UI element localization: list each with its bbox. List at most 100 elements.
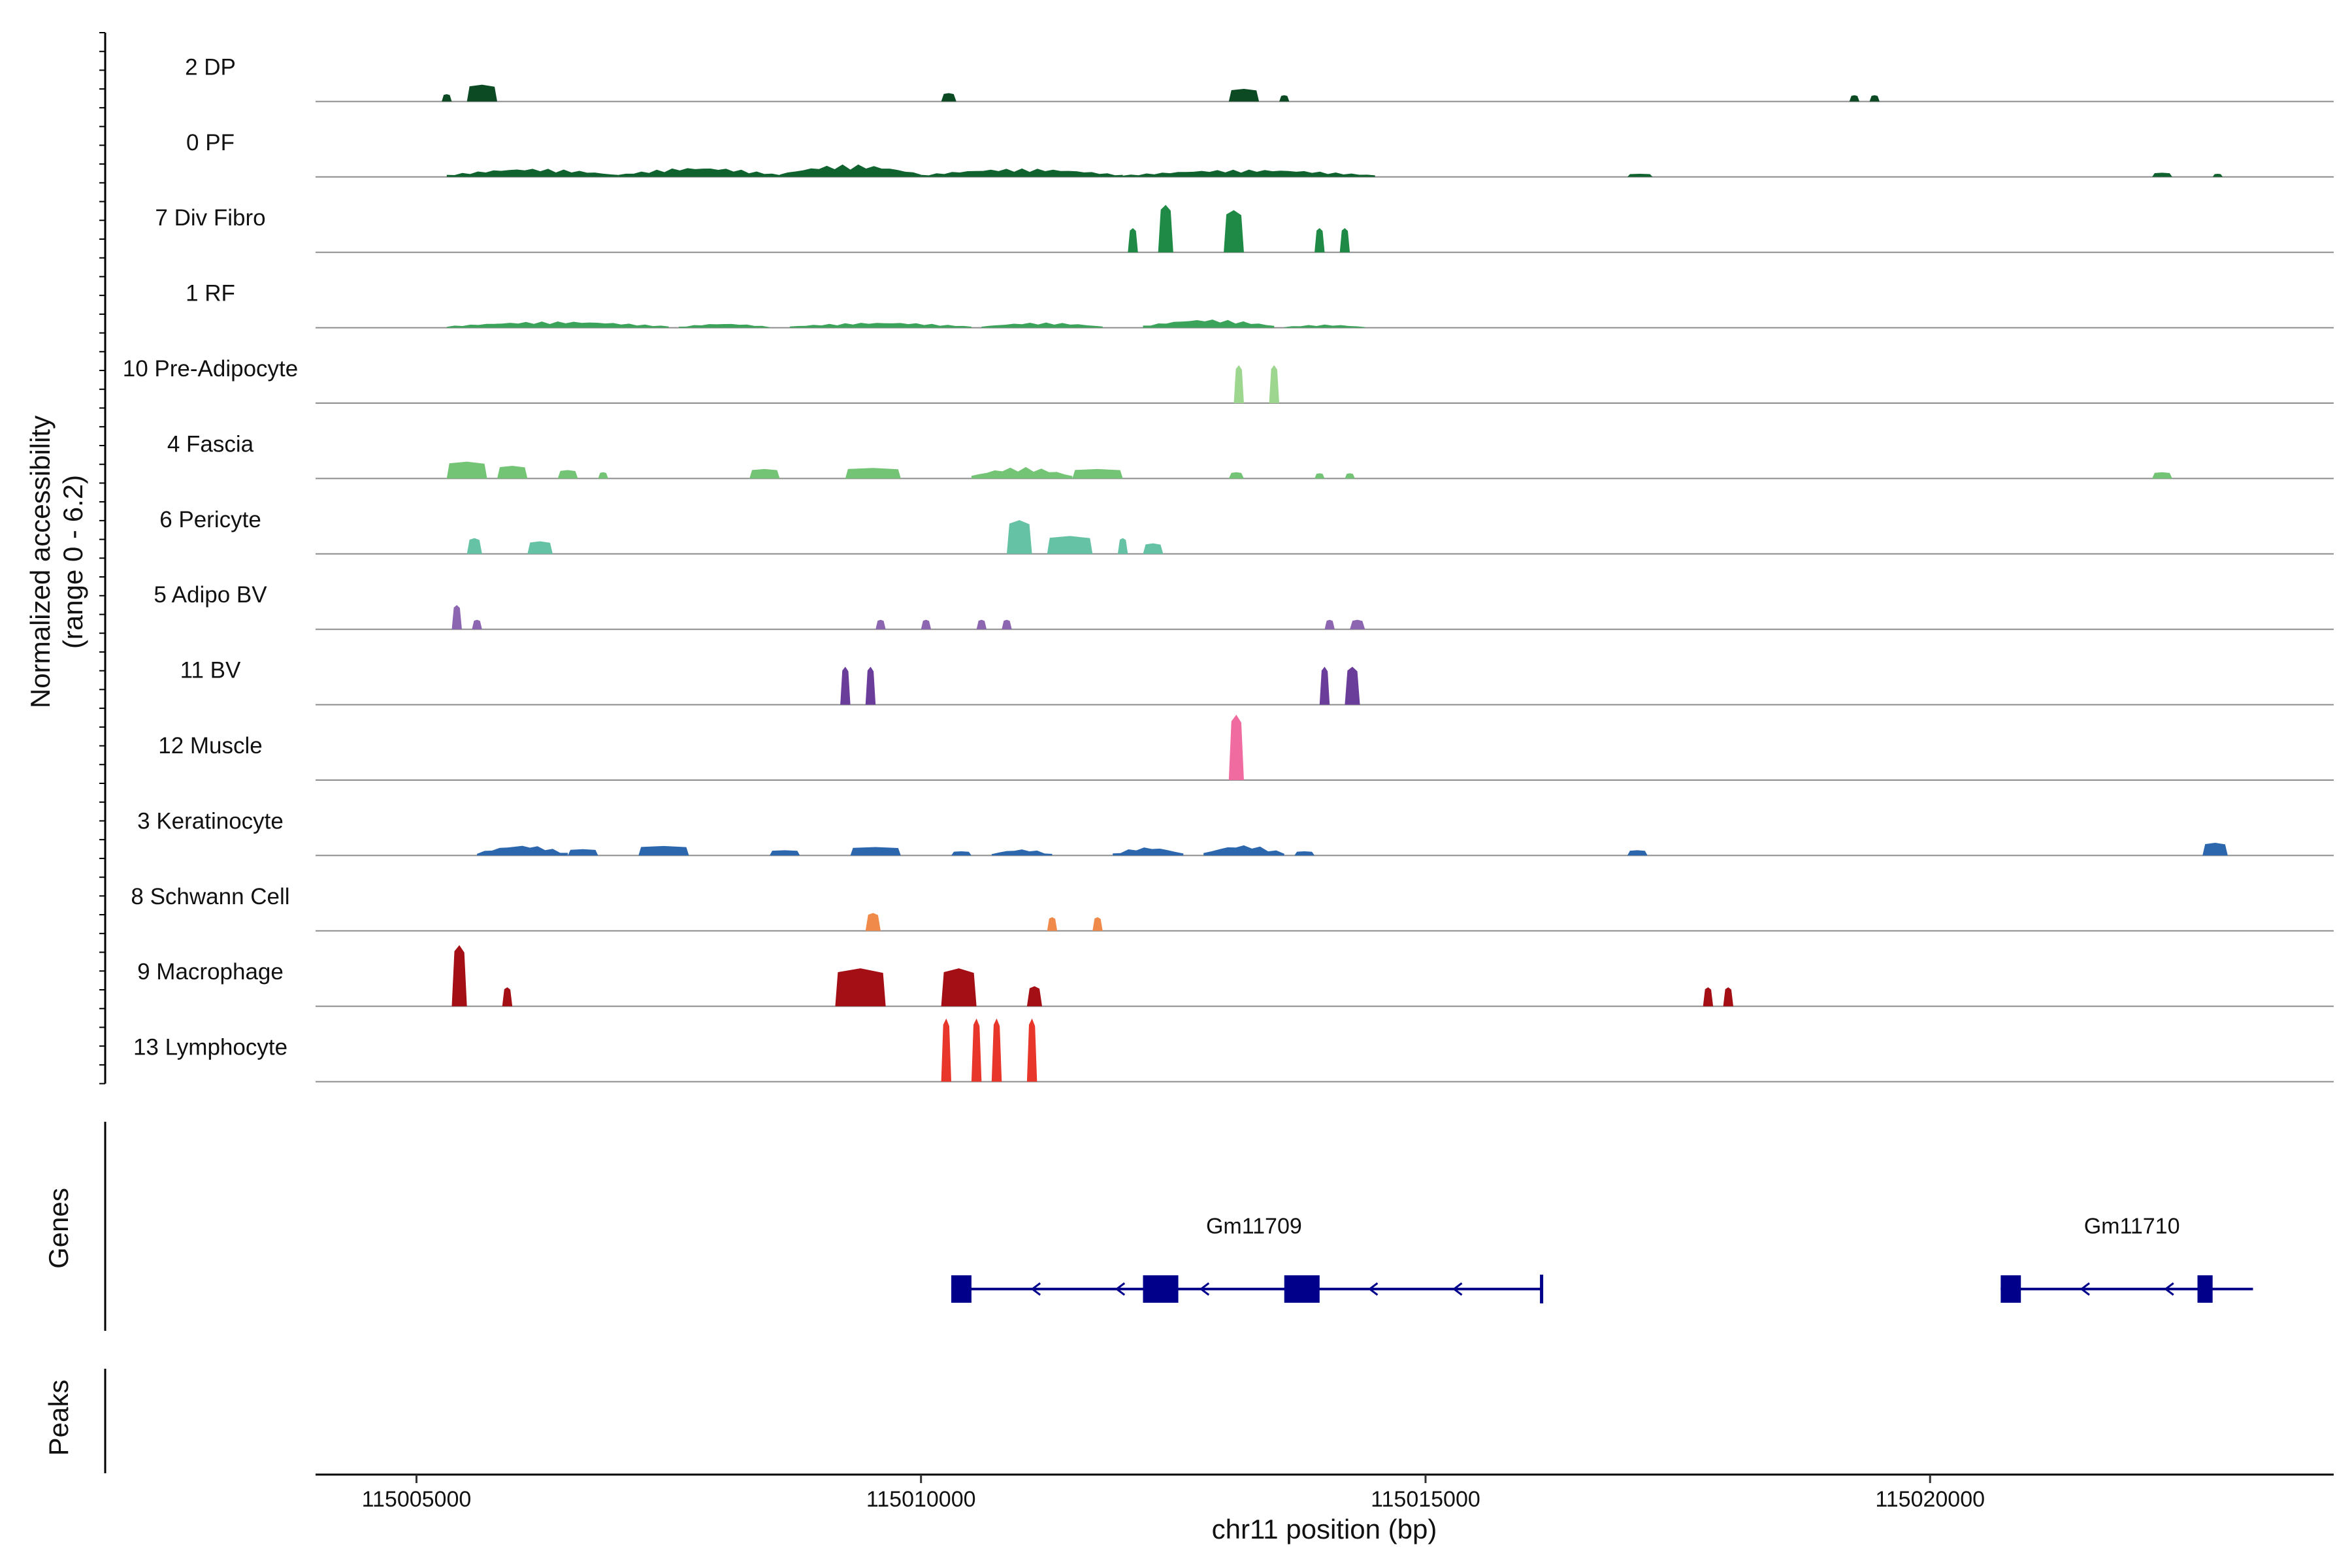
coverage-peak [1072, 468, 1123, 479]
track-label: 6 Pericyte [159, 507, 261, 532]
coverage-peak [466, 84, 498, 102]
coverage-peak [1122, 169, 1375, 177]
track: 13 Lymphocyte [133, 1018, 2334, 1083]
track-label: 3 Keratinocyte [137, 808, 284, 834]
coverage-peak [971, 1018, 982, 1082]
coverage-peak [679, 323, 770, 328]
track: 10 Pre-Adipocyte [123, 356, 2334, 404]
coverage-peak [1279, 95, 1290, 102]
gene-exon [2001, 1275, 2021, 1303]
track: 1 RF [186, 281, 2334, 329]
coverage-peak [951, 851, 972, 856]
strand-arrow [1030, 1282, 1041, 1296]
coverage-peak [638, 845, 689, 856]
gene-exon [1143, 1275, 1179, 1303]
coverage-tracks: 2 DP 0 PF 7 Div Fibro 1 RF 10 Pre-Adipocyte 4… [123, 54, 2334, 1083]
track: 8 Schwann Cell [131, 884, 2334, 932]
x-tick-label: 115020000 [1875, 1487, 1985, 1512]
track: 0 PF [186, 130, 2334, 178]
x-tick-label: 115005000 [362, 1487, 472, 1512]
gene-exon [2197, 1275, 2213, 1303]
track-label: 12 Muscle [158, 733, 263, 759]
coverage-peak [1849, 95, 1860, 102]
coverage-peak [2151, 172, 2172, 177]
coverage-peak [749, 468, 780, 479]
track-label: 10 Pre-Adipocyte [123, 356, 298, 382]
track: 2 DP [185, 54, 2334, 103]
coverage-peak [1002, 619, 1012, 630]
strand-arrow [1367, 1282, 1379, 1296]
coverage-peak [1284, 324, 1365, 328]
coverage-peak [557, 470, 578, 479]
track: 12 Muscle [158, 715, 2334, 781]
coverage-peak [442, 94, 452, 102]
coverage-peak [1269, 365, 1279, 403]
coverage-peak [921, 168, 1123, 177]
genes-panel-title: Genes [43, 1188, 74, 1269]
x-axis-title: chr11 position (bp) [1212, 1514, 1437, 1544]
coverage-peak [976, 619, 987, 630]
track-label: 8 Schwann Cell [131, 884, 289, 909]
coverage-peak [1026, 1018, 1037, 1082]
track-label: 1 RF [186, 281, 235, 306]
track: 4 Fascia [167, 431, 2334, 480]
coverage-peak [941, 1018, 952, 1082]
coverage-peak [1233, 365, 1244, 403]
gene-exon [1284, 1275, 1320, 1303]
coverage-peak [502, 987, 513, 1007]
coverage-peak [850, 847, 901, 856]
gene-model: Gm11709 [951, 1214, 1544, 1303]
coverage-peak [1294, 851, 1315, 856]
y-axis [99, 32, 106, 1085]
coverage-peak [865, 913, 881, 931]
strand-arrow [2164, 1282, 2174, 1296]
coverage-peak [941, 968, 977, 1007]
coverage-peak [1092, 917, 1103, 931]
coverage-peak [527, 541, 553, 554]
coverage-peak [1113, 847, 1184, 856]
coverage-peak [497, 466, 528, 479]
y-axis-title-line-1: Normalized accessibility [25, 416, 56, 708]
x-tick-label: 115010000 [866, 1487, 976, 1512]
coverage-peak [1128, 228, 1138, 253]
coverage-peak [991, 849, 1053, 856]
gene-label: Gm11709 [1206, 1214, 1302, 1239]
coverage-peak [1143, 543, 1164, 554]
coverage-peak [1228, 89, 1260, 102]
coverage-peak [1627, 850, 1648, 856]
track-label: 13 Lymphocyte [133, 1035, 287, 1060]
coverage-peak [1315, 473, 1325, 479]
coverage-peak [1324, 619, 1335, 630]
coverage-peak [941, 93, 956, 102]
coverage-peak [2151, 472, 2172, 479]
coverage-peak [1158, 204, 1173, 253]
coverage-peak [845, 468, 901, 479]
coverage-peak [1869, 95, 1880, 102]
track: 6 Pericyte [159, 507, 2334, 555]
coverage-peak [2202, 843, 2228, 856]
gene-exon [951, 1275, 972, 1303]
track: 5 Adipo BV [154, 582, 2334, 630]
genes-panel: Gm11709 Gm11710 [104, 1122, 2253, 1331]
coverage-peak [472, 619, 482, 630]
coverage-peak [466, 538, 482, 554]
coverage-peak [1319, 666, 1330, 705]
coverage-peak [1228, 472, 1244, 479]
coverage-peak [1047, 917, 1058, 931]
coverage-peak [446, 169, 619, 177]
y-axis-title-line-2: (range 0 - 6.2) [57, 475, 88, 649]
coverage-peak [1703, 987, 1714, 1007]
strand-arrow [2080, 1282, 2090, 1296]
coverage-peak [568, 849, 598, 856]
track: 11 BV [180, 658, 2334, 706]
coverage-peak [865, 666, 876, 705]
track: 7 Div Fibro [155, 204, 2334, 253]
track-label: 7 Div Fibro [155, 205, 265, 231]
coverage-peak [1345, 666, 1360, 705]
peaks-panel-title: Peaks [43, 1380, 74, 1456]
track-label: 2 DP [185, 54, 236, 80]
track-label: 9 Macrophage [137, 959, 284, 985]
coverage-peak [789, 323, 972, 328]
coverage-peak [451, 945, 467, 1007]
track-label: 0 PF [186, 130, 235, 155]
